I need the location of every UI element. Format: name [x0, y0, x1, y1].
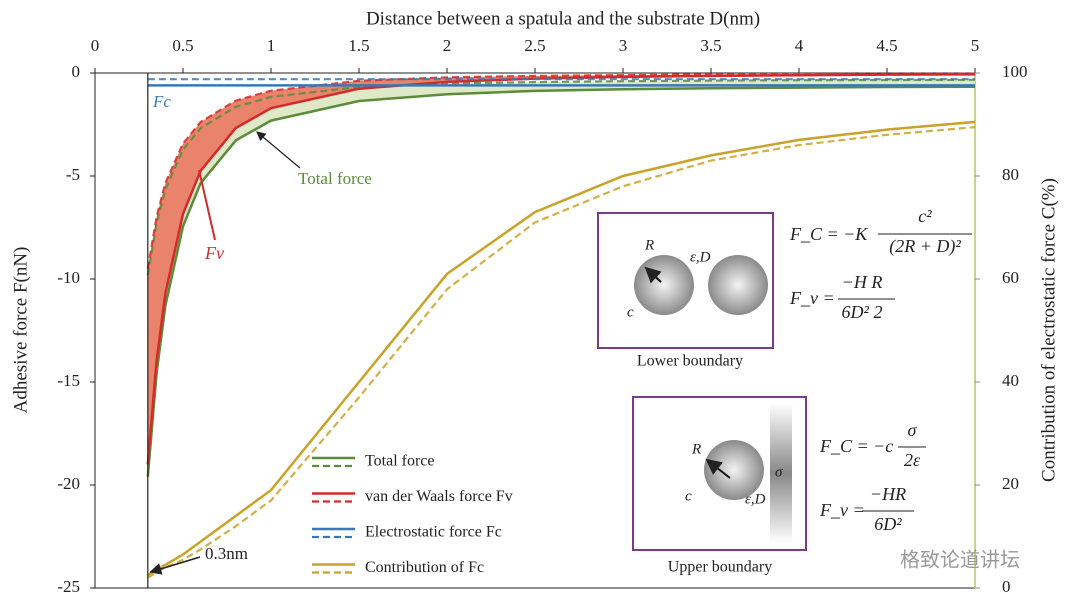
y-tick-label: -10 — [57, 268, 80, 287]
x-tick-label: 1.5 — [348, 36, 369, 55]
y2-tick-label: 60 — [1002, 268, 1019, 287]
inset-caption: Lower boundary — [637, 353, 743, 370]
formula-num: −H R — [842, 272, 883, 292]
watermark: 格致论道讲坛 — [900, 548, 1020, 572]
y-tick-label: 0 — [72, 62, 81, 81]
inset-label: R — [644, 237, 654, 253]
inset-label: ε,D — [745, 491, 766, 507]
annotation: Fc — [152, 92, 171, 111]
x-tick-label: 0.5 — [172, 36, 193, 55]
x-tick-label: 5 — [971, 36, 980, 55]
y-axis-title: Adhesive force F(nN) — [10, 247, 31, 414]
inset-label: c — [685, 488, 692, 504]
inset-upper: R c ε,D σ Upper boundary F_C = −c σ 2ε F… — [632, 396, 926, 576]
formula-den: 6D² 2 — [842, 302, 883, 322]
formula-num: σ — [908, 420, 918, 440]
formula-den: 2ε — [904, 450, 921, 470]
annotation-arrow — [256, 131, 301, 169]
series-line-dashed — [146, 78, 976, 276]
x-axis-title: Distance between a spatula and the subst… — [366, 8, 760, 29]
formula-num: c² — [918, 206, 932, 226]
formula-den: 6D² — [874, 514, 902, 534]
legend-label: van der Waals force Fv — [365, 488, 513, 505]
annotation-arrow — [149, 556, 201, 575]
y-tick-label: -5 — [66, 165, 80, 184]
annotation: Total force — [298, 169, 372, 188]
x-tick-label: 4.5 — [876, 36, 897, 55]
band-fill — [147, 73, 976, 465]
x-tick-label: 4 — [795, 36, 804, 55]
annotation: Fv — [204, 243, 224, 263]
formula-lhs: F_C = −c — [819, 436, 893, 456]
x-tick-label: 2 — [443, 36, 452, 55]
inset-label: R — [691, 441, 701, 457]
annotation: 0.3nm — [205, 544, 248, 563]
y2-tick-label: 80 — [1002, 165, 1019, 184]
inset-label: ε,D — [690, 249, 711, 265]
inset-label: c — [627, 304, 634, 320]
y2-tick-label: 100 — [1002, 62, 1028, 81]
y2-tick-label: 20 — [1002, 474, 1019, 493]
series-line — [146, 73, 976, 465]
series-line — [147, 120, 976, 577]
x-tick-label: 1 — [267, 36, 276, 55]
formula-num: −HR — [870, 484, 906, 504]
formula-lhs: F_v = — [789, 288, 835, 308]
series-line-dashed — [147, 126, 976, 579]
annotation-arrow — [198, 169, 216, 241]
formula-den: (2R + D)² — [889, 236, 961, 257]
y-tick-label: -20 — [57, 474, 80, 493]
formula-lhs: F_v = — [819, 500, 865, 520]
inset-lower: R ε,D c Lower boundary F_C = −K c² (2R +… — [597, 206, 972, 370]
x-tick-label: 3.5 — [700, 36, 721, 55]
formula-lhs: F_C = −K — [789, 224, 868, 244]
inset-label: σ — [775, 464, 783, 480]
y2-axis-title: Contribution of electrostatic force C(%) — [1038, 178, 1059, 482]
legend-label: Electrostatic force Fc — [365, 524, 502, 541]
inset-caption: Upper boundary — [668, 559, 772, 576]
x-tick-label: 0 — [91, 36, 100, 55]
y2-tick-label: 40 — [1002, 371, 1019, 390]
y-tick-label: -15 — [57, 371, 80, 390]
x-tick-label: 3 — [619, 36, 628, 55]
y2-tick-label: 0 — [1002, 577, 1011, 596]
x-tick-label: 2.5 — [524, 36, 545, 55]
y-tick-label: -25 — [57, 577, 80, 596]
legend-label: Total force — [365, 453, 435, 470]
plot-area: 0 0.5 1 1.5 2 2.5 3 3.5 4 4.5 5-25-20-15-10-500204… — [57, 36, 1027, 596]
series-line-dashed — [146, 72, 976, 269]
series-line — [146, 85, 976, 477]
legend-label: Contribution of Fc — [365, 559, 484, 576]
